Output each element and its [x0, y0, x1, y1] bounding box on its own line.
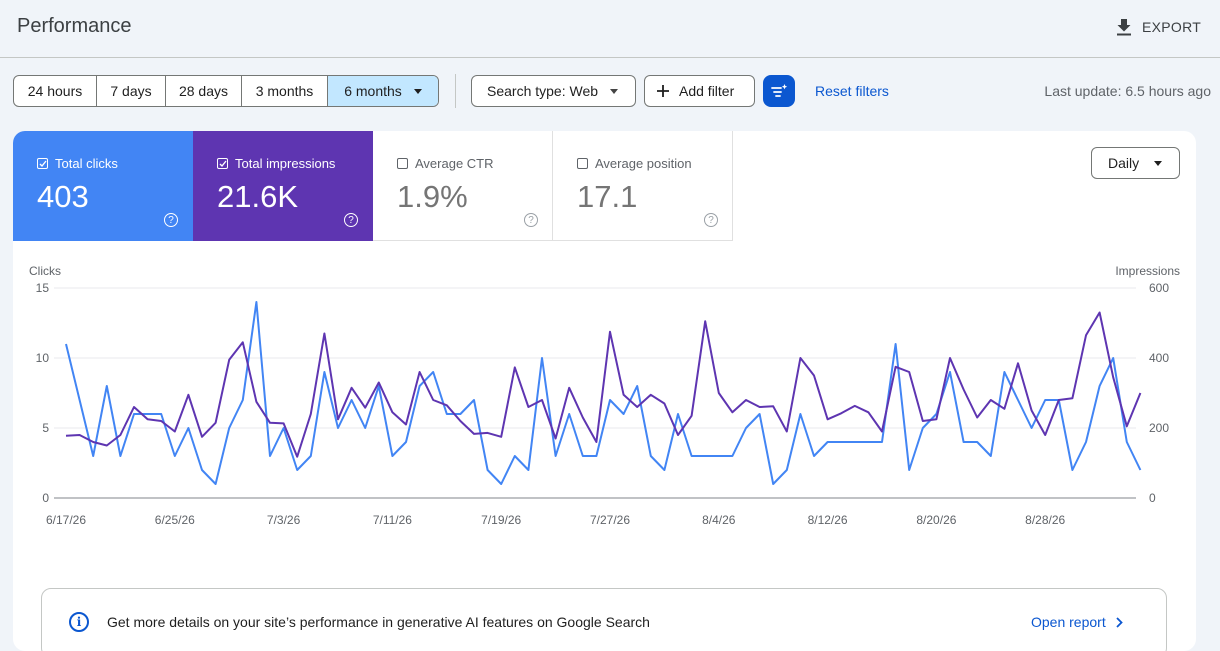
- open-report-link[interactable]: Open report: [1031, 614, 1123, 630]
- metric-label: Average CTR: [415, 156, 494, 171]
- page-title: Performance: [17, 15, 132, 37]
- x-tick-label: 7/27/26: [590, 513, 630, 527]
- help-icon[interactable]: ?: [164, 213, 178, 227]
- x-tick-label: 7/3/26: [267, 513, 301, 527]
- series-line-impressions: [65, 311, 1142, 458]
- y-tick-label-left: 15: [36, 281, 50, 295]
- ai-features-notice: i Get more details on your site’s perfor…: [41, 588, 1167, 651]
- checkbox-checked-icon[interactable]: [217, 158, 228, 169]
- checkbox-checked-icon[interactable]: [37, 158, 48, 169]
- add-filter-button[interactable]: Add filter: [644, 75, 755, 107]
- performance-chart: 0 5 10 15 0 200 400 600 Clicks Impressions 6/17/26…: [29, 264, 1180, 527]
- range-7-days[interactable]: 7 days: [97, 76, 166, 106]
- metric-label: Total impressions: [235, 156, 336, 171]
- y-tick-label-right: 0: [1149, 491, 1156, 505]
- info-icon: i: [69, 612, 89, 632]
- y-tick-label-right: 600: [1149, 281, 1169, 295]
- help-icon[interactable]: ?: [704, 213, 718, 227]
- date-range-selector: 24 hours 7 days 28 days 3 months 6 month…: [13, 75, 439, 107]
- last-update-text: Last update: 6.5 hours ago: [1044, 83, 1211, 99]
- caret-down-icon: [1154, 160, 1163, 166]
- y-tick-label-left: 10: [36, 351, 50, 365]
- metric-value: 17.1: [577, 179, 638, 214]
- range-28-days[interactable]: 28 days: [166, 76, 242, 106]
- notice-text: Get more details on your site’s performa…: [107, 614, 650, 630]
- range-3-months[interactable]: 3 months: [242, 76, 328, 106]
- checkbox-empty-icon[interactable]: [397, 158, 408, 169]
- help-icon[interactable]: ?: [344, 213, 358, 227]
- export-label: EXPORT: [1142, 19, 1202, 35]
- y-tick-label-right: 200: [1149, 421, 1169, 435]
- range-24-hours[interactable]: 24 hours: [14, 76, 97, 106]
- filter-settings-button[interactable]: [763, 75, 795, 107]
- y-axis-label-right: Impressions: [1115, 264, 1180, 278]
- x-tick-label: 8/20/26: [916, 513, 956, 527]
- x-tick-label: 7/19/26: [481, 513, 521, 527]
- plus-icon: [657, 85, 669, 97]
- metric-total-clicks[interactable]: Total clicks 403 ?: [13, 131, 193, 241]
- caret-down-icon: [610, 88, 619, 94]
- metric-value: 1.9%: [397, 179, 468, 214]
- y-tick-label-left: 5: [42, 421, 49, 435]
- x-tick-label: 8/12/26: [808, 513, 848, 527]
- metric-value: 21.6K: [217, 179, 299, 214]
- y-tick-label-right: 400: [1149, 351, 1169, 365]
- x-tick-label: 6/17/26: [46, 513, 86, 527]
- granularity-dropdown[interactable]: Daily: [1091, 147, 1180, 179]
- metric-value: 403: [37, 179, 89, 214]
- checkbox-empty-icon[interactable]: [577, 158, 588, 169]
- x-tick-label: 7/11/26: [373, 513, 412, 527]
- range-6-months-dropdown[interactable]: 6 months: [328, 76, 438, 106]
- metric-total-impressions[interactable]: Total impressions 21.6K ?: [193, 131, 373, 241]
- y-tick-label-left: 0: [42, 491, 49, 505]
- performance-card: Total clicks 403 ? Total impressions 21.…: [13, 131, 1196, 651]
- export-button[interactable]: EXPORT: [1116, 14, 1201, 40]
- page-header: Performance EXPORT: [0, 0, 1220, 58]
- search-type-dropdown[interactable]: Search type: Web: [471, 75, 636, 107]
- filter-sparkle-icon: [771, 84, 788, 97]
- x-tick-label: 6/25/26: [155, 513, 195, 527]
- y-axis-label-left: Clicks: [29, 264, 61, 278]
- x-tick-label: 8/28/26: [1025, 513, 1065, 527]
- chevron-right-icon: [1116, 616, 1123, 628]
- metric-average-ctr[interactable]: Average CTR 1.9% ?: [373, 131, 553, 241]
- metric-average-position[interactable]: Average position 17.1 ?: [553, 131, 733, 241]
- divider: [455, 74, 456, 108]
- reset-filters-link[interactable]: Reset filters: [815, 83, 889, 99]
- metric-label: Total clicks: [55, 156, 118, 171]
- filter-toolbar: 24 hours 7 days 28 days 3 months 6 month…: [0, 74, 1220, 108]
- help-icon[interactable]: ?: [524, 213, 538, 227]
- download-icon: [1117, 19, 1131, 36]
- metric-label: Average position: [595, 156, 692, 171]
- x-tick-label: 8/4/26: [702, 513, 736, 527]
- series-line-clicks: [65, 301, 1142, 485]
- caret-down-icon: [413, 88, 422, 94]
